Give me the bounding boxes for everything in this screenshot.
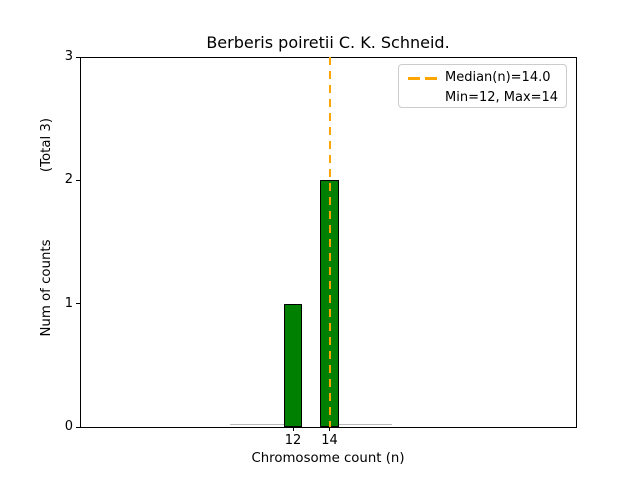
y-tick (76, 426, 80, 428)
median-dashed-line-icon (408, 68, 438, 88)
zero-count-baseline (338, 424, 392, 425)
legend-item-median: Median(n)=14.0 (399, 68, 566, 88)
x-axis-label: Chromosome count (n) (251, 451, 405, 466)
y-axis-label: Num of counts (39, 239, 54, 337)
histogram-bar (283, 303, 303, 427)
y-axis-total-label: (Total 3) (39, 117, 54, 173)
zero-count-baseline (230, 424, 284, 425)
y-tick-label: 0 (64, 419, 73, 434)
legend-item-minmax: Min=12, Max=14 (399, 88, 566, 108)
legend: Median(n)=14.0 Min=12, Max=14 (398, 64, 567, 108)
legend-label-median: Median(n)=14.0 (445, 70, 551, 85)
x-tick (329, 427, 330, 431)
chart-title: Berberis poiretii C. K. Schneid. (206, 33, 450, 52)
x-tick-label: 12 (284, 433, 302, 448)
y-tick-label: 1 (64, 295, 73, 311)
y-tick (76, 179, 80, 181)
legend-label-minmax: Min=12, Max=14 (445, 90, 559, 105)
y-tick (76, 303, 80, 305)
x-tick (292, 427, 294, 431)
median-line (328, 57, 331, 427)
y-tick-label: 2 (64, 172, 73, 188)
x-tick-label: 14 (321, 433, 338, 448)
y-tick-label: 3 (64, 49, 73, 64)
legend-dash-segment (408, 76, 420, 80)
legend-empty-handle (408, 88, 438, 108)
y-tick (76, 56, 80, 58)
legend-dash-segment (425, 76, 437, 80)
